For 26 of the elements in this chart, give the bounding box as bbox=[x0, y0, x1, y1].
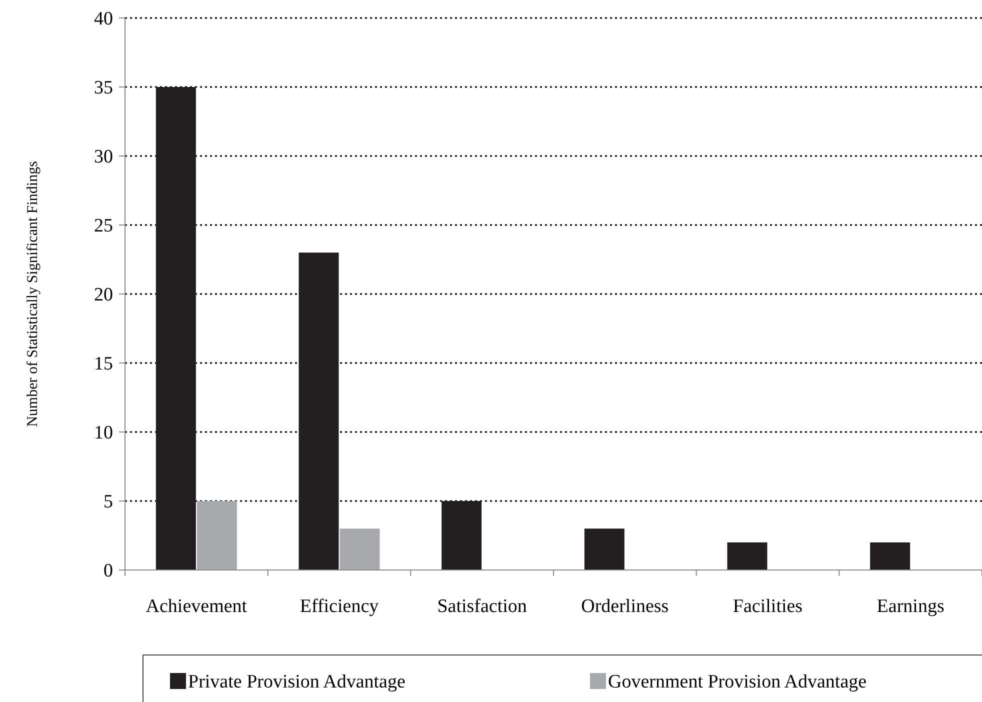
bar bbox=[156, 87, 196, 570]
bar bbox=[196, 501, 237, 570]
bar bbox=[442, 501, 482, 570]
y-tick-label: 30 bbox=[94, 146, 113, 168]
bar bbox=[870, 542, 910, 570]
y-tick-label: 15 bbox=[94, 354, 113, 375]
y-tick-label: 5 bbox=[104, 492, 113, 513]
y-tick-label: 35 bbox=[94, 78, 113, 99]
bar bbox=[340, 528, 380, 570]
x-tick-label: Facilities bbox=[732, 596, 803, 617]
x-tick-label: Achievement bbox=[146, 596, 248, 617]
legend-label: Private Provision Advantage bbox=[188, 672, 406, 693]
y-tick-label: 25 bbox=[94, 216, 113, 237]
bar bbox=[727, 542, 768, 570]
y-axis-title: Number of Statistically Significant Findings bbox=[25, 160, 41, 427]
bar bbox=[584, 528, 624, 570]
y-tick-label: 0 bbox=[104, 560, 113, 582]
x-tick-label: Orderliness bbox=[581, 596, 669, 617]
y-tick-label: 20 bbox=[94, 284, 113, 306]
x-tick-label: Satisfaction bbox=[437, 596, 528, 617]
y-tick-label: 10 bbox=[94, 422, 113, 444]
bar bbox=[298, 252, 339, 570]
x-tick-label: Earnings bbox=[876, 596, 944, 617]
y-tick-label: 40 bbox=[94, 8, 113, 30]
x-tick-label: Efficiency bbox=[300, 596, 380, 617]
legend-label: Government Provision Advantage bbox=[608, 672, 867, 693]
